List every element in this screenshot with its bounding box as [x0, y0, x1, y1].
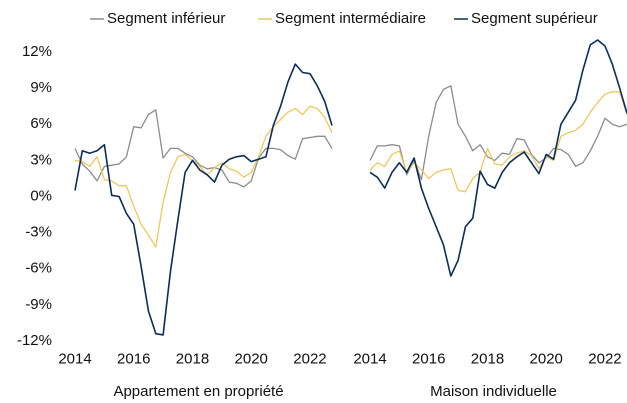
- series-line: [369, 85, 627, 181]
- y-tick-label: -6%: [25, 260, 52, 277]
- x-tick-label: 2016: [117, 351, 150, 368]
- y-tick-label: 0%: [30, 187, 52, 204]
- x-tick-label: 2022: [293, 351, 326, 368]
- y-tick-label: -3%: [25, 224, 52, 241]
- legend-label: Segment intermédiaire: [275, 10, 426, 27]
- x-tick-label: 2014: [353, 351, 386, 368]
- x-tick-label: 2020: [235, 351, 268, 368]
- series-line: [369, 39, 627, 277]
- x-tick-label: 2018: [471, 351, 504, 368]
- series-line: [74, 105, 333, 248]
- series-line: [369, 91, 627, 193]
- y-tick-label: 12%: [22, 43, 52, 60]
- y-tick-label: -12%: [17, 332, 52, 349]
- x-tick-label: 2016: [412, 351, 445, 368]
- series-line: [74, 109, 333, 188]
- x-tick-label: 2022: [588, 351, 621, 368]
- y-tick-label: -9%: [25, 296, 52, 313]
- x-axis-label: Maison individuelle: [430, 383, 557, 400]
- y-tick-label: 3%: [30, 151, 52, 168]
- legend-label: Segment inférieur: [107, 10, 225, 27]
- x-axis-label: Appartement en propriété: [113, 383, 283, 400]
- x-tick-label: 2018: [176, 351, 209, 368]
- y-tick-label: 6%: [30, 115, 52, 132]
- legend-label: Segment supérieur: [471, 10, 598, 27]
- x-tick-label: 2014: [58, 351, 91, 368]
- y-tick-label: 9%: [30, 79, 52, 96]
- x-tick-label: 2020: [530, 351, 563, 368]
- series-line: [74, 63, 333, 336]
